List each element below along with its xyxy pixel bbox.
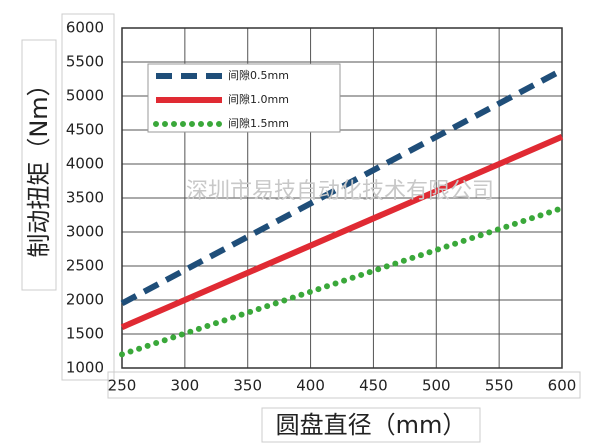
y-tick-label: 2000 <box>66 291 104 309</box>
x-axis-label: 圆盘直径（mm） <box>276 411 467 439</box>
y-tick-label: 3500 <box>66 189 104 207</box>
y-tick-label: 5000 <box>66 87 104 105</box>
y-tick-label: 1500 <box>66 325 104 343</box>
x-tick-label: 500 <box>422 377 451 395</box>
y-axis-label: 制动扭矩（Nm） <box>25 72 53 257</box>
series-line <box>119 205 565 358</box>
legend-label: 间隙1.5mm <box>228 116 289 130</box>
series-line <box>120 67 564 307</box>
y-tick-label: 5500 <box>66 53 104 71</box>
x-tick-label: 350 <box>233 377 262 395</box>
legend-label: 间隙1.0mm <box>228 92 289 106</box>
watermark: 深圳市易技自动化技术有限公司 <box>186 179 494 204</box>
y-tick-label: 6000 <box>66 19 104 37</box>
x-tick-label: 550 <box>485 377 514 395</box>
x-tick-label: 600 <box>548 377 577 395</box>
x-tick-label: 250 <box>108 377 137 395</box>
y-tick-label: 2500 <box>66 257 104 275</box>
x-tick-box <box>107 371 581 399</box>
x-tick-label: 300 <box>171 377 200 395</box>
plot-frame <box>121 27 563 369</box>
y-label-box <box>21 39 57 291</box>
x-label-box <box>261 407 481 443</box>
x-tick-label: 400 <box>296 377 325 395</box>
legend-label: 间隙0.5mm <box>228 68 289 82</box>
series-line <box>120 134 564 330</box>
y-tick-label: 4500 <box>66 121 104 139</box>
y-tick-label: 4000 <box>66 155 104 173</box>
y-tick-label: 1000 <box>66 359 104 377</box>
y-tick-box <box>61 13 115 381</box>
x-tick-label: 450 <box>359 377 388 395</box>
y-tick-label: 3000 <box>66 223 104 241</box>
